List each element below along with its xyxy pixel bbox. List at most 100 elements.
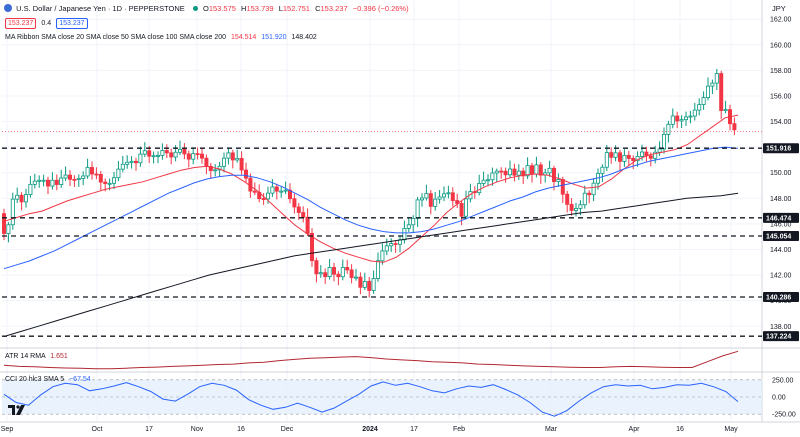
candle-body-88 bbox=[389, 243, 394, 247]
candle-body-166 bbox=[732, 123, 737, 131]
candle-body-76 bbox=[336, 273, 341, 278]
ohlc-high-key: H bbox=[241, 4, 247, 13]
level-label-bg-2 bbox=[763, 231, 799, 242]
candle-body-2 bbox=[10, 198, 15, 226]
candle-body-48 bbox=[213, 169, 218, 172]
candle-body-94 bbox=[415, 199, 420, 219]
candle-body-130 bbox=[574, 207, 579, 211]
candle-body-72 bbox=[318, 272, 323, 275]
candle-body-93 bbox=[411, 218, 416, 226]
candle-body-128 bbox=[565, 193, 570, 205]
x-tick-label-2: 17 bbox=[145, 426, 153, 433]
candle-body-114 bbox=[503, 170, 508, 176]
candle-body-63 bbox=[279, 190, 284, 193]
candle-body-12 bbox=[54, 179, 59, 185]
candle-body-15 bbox=[68, 174, 73, 180]
candle-body-33 bbox=[147, 150, 152, 157]
candle-body-40 bbox=[177, 148, 182, 153]
candle-body-139 bbox=[613, 152, 618, 158]
candle-body-71 bbox=[314, 260, 319, 275]
candle-body-77 bbox=[340, 267, 345, 278]
candle-body-122 bbox=[538, 164, 543, 176]
x-tick-label-5: Dec bbox=[281, 426, 294, 433]
candle-body-117 bbox=[516, 170, 521, 176]
y-tick-label-6: 150.00 bbox=[770, 170, 792, 177]
candle-body-43 bbox=[191, 153, 196, 160]
candle-body-136 bbox=[600, 166, 605, 174]
candle-body-34 bbox=[151, 155, 156, 158]
level-label-bg-3 bbox=[763, 292, 799, 303]
x-tick-label-9: Mar bbox=[545, 426, 558, 433]
atr-value: 1.651 bbox=[50, 353, 68, 360]
candle-body-148 bbox=[653, 151, 658, 159]
candle-body-110 bbox=[485, 179, 490, 182]
candle-body-152 bbox=[670, 115, 675, 125]
candle-body-87 bbox=[384, 245, 389, 252]
sma20-line bbox=[3, 114, 739, 263]
cci-value: −67.54 bbox=[69, 376, 91, 383]
candle-body-120 bbox=[530, 165, 535, 175]
level-label-0: 151.916 bbox=[766, 146, 791, 153]
header-row-2: 153.237 0.4 153.237 bbox=[5, 18, 88, 29]
atr-title: ATR 14 RMA bbox=[5, 353, 46, 360]
candle-body-112 bbox=[494, 170, 499, 174]
sma50-value: 151.920 bbox=[261, 34, 287, 41]
candle-body-113 bbox=[499, 170, 504, 173]
candle-body-99 bbox=[437, 196, 442, 200]
candle-body-13 bbox=[59, 177, 64, 185]
cci-tick-label-2: -250.00 bbox=[772, 412, 796, 419]
sma20-value: 154.514 bbox=[230, 34, 257, 41]
candle-body-119 bbox=[525, 165, 530, 177]
candle-body-28 bbox=[125, 161, 130, 165]
candle-body-25 bbox=[112, 177, 117, 184]
candle-body-61 bbox=[270, 186, 275, 194]
candle-body-47 bbox=[208, 165, 213, 172]
x-tick-label-11: 16 bbox=[676, 426, 684, 433]
candle-body-115 bbox=[507, 168, 512, 176]
candle-body-131 bbox=[578, 204, 583, 209]
candle-body-145 bbox=[640, 151, 645, 157]
candle-body-85 bbox=[375, 260, 380, 279]
candle-body-31 bbox=[138, 153, 143, 164]
y-tick-label-11: 160.00 bbox=[770, 42, 792, 49]
level-label-3: 140.286 bbox=[766, 295, 791, 302]
candle-body-10 bbox=[46, 179, 51, 187]
y-tick-label-3: 144.00 bbox=[770, 247, 792, 254]
candle-body-64 bbox=[283, 189, 288, 192]
candle-body-143 bbox=[631, 158, 636, 161]
candle-body-104 bbox=[459, 203, 464, 217]
header-row-1: U.S. Dollar / Japanese Yen · 1D · PEPPER… bbox=[4, 4, 409, 13]
candle-body-57 bbox=[252, 190, 257, 193]
x-tick-label-0: Sep bbox=[1, 426, 14, 433]
candle-body-101 bbox=[446, 192, 451, 195]
candle-body-18 bbox=[81, 175, 86, 179]
candle-body-24 bbox=[107, 182, 112, 185]
candle-body-59 bbox=[261, 198, 266, 201]
bid-button[interactable]: 153.237 bbox=[5, 18, 37, 29]
candle-body-138 bbox=[609, 152, 614, 158]
candle-body-3 bbox=[15, 194, 20, 200]
ask-button[interactable]: 153.237 bbox=[56, 18, 88, 29]
x-tick-label-8: Feb bbox=[453, 426, 465, 433]
ohlc-close-value: 153.237 bbox=[320, 4, 348, 13]
candle-body-126 bbox=[556, 179, 561, 182]
candle-body-29 bbox=[129, 160, 134, 163]
candle-body-142 bbox=[626, 154, 631, 159]
y-tick-label-9: 156.00 bbox=[770, 93, 792, 100]
candle-body-134 bbox=[591, 182, 596, 196]
candle-body-105 bbox=[463, 198, 468, 217]
cci-legend: CCI 20 hlc3 SMA 5 −67.54 bbox=[5, 376, 91, 383]
candle-body-96 bbox=[424, 193, 429, 199]
sma50-line bbox=[3, 146, 739, 270]
currency-label: JPY bbox=[772, 4, 786, 13]
candle-body-73 bbox=[323, 272, 328, 278]
candle-body-32 bbox=[142, 150, 147, 155]
candle-body-41 bbox=[182, 148, 187, 155]
candle-body-82 bbox=[362, 281, 367, 288]
candle-body-100 bbox=[441, 193, 446, 198]
y-tick-label-4: 146.00 bbox=[770, 221, 792, 228]
candle-body-137 bbox=[604, 152, 609, 168]
ohlc-open-key: O bbox=[202, 4, 209, 13]
